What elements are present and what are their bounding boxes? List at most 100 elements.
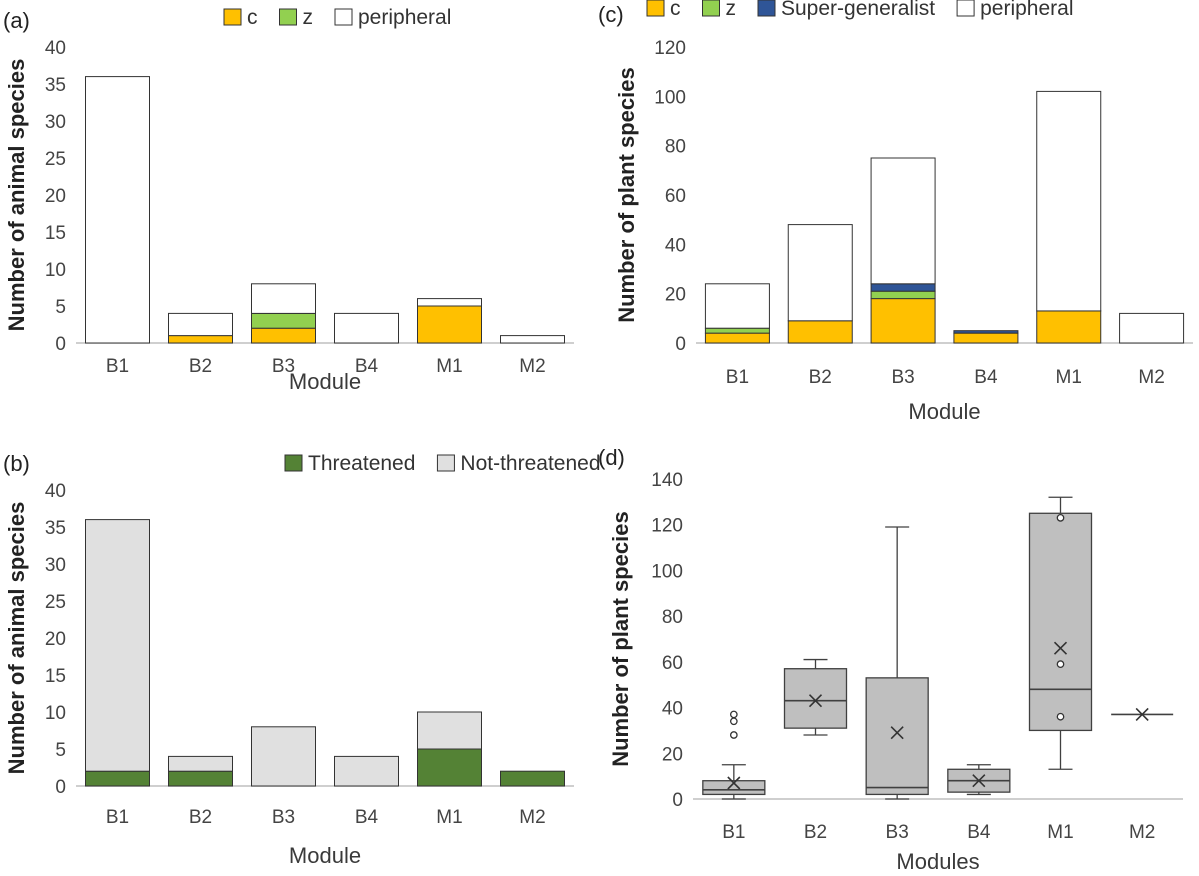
bar-segment-c (251, 327, 316, 344)
bar-segment-threatened (417, 748, 482, 787)
y-tick-label: 100 (651, 561, 683, 582)
legend-label: z (303, 6, 314, 29)
x-tick-label: M2 (519, 356, 545, 377)
bar-segment-c (870, 298, 936, 344)
legend-swatch (223, 8, 242, 26)
legend-swatch (757, 0, 776, 17)
x-tick-label: B3 (272, 356, 295, 377)
legend-swatch (956, 0, 975, 17)
x-tick-label: B3 (891, 367, 914, 388)
y-axis-title: Number of animal species (4, 59, 29, 332)
chart-panel-3: (b) 0 5 10 15 20 25 30 35 40 B1 B2 B3 B4 M1 M2 Module Num… (3, 451, 601, 868)
legend-label: z (726, 0, 737, 20)
box-mean-marker (972, 774, 986, 788)
box-mean-marker (808, 694, 823, 708)
x-tick-label: B1 (722, 822, 745, 843)
y-axis-title: Number of plant species (608, 511, 633, 767)
bar-segment-z (251, 312, 316, 329)
y-axis-title: Number of plant species (614, 67, 639, 323)
bar-segment-c (787, 320, 853, 344)
x-tick-label: M1 (1047, 822, 1073, 843)
legend-swatch (646, 0, 665, 17)
y-tick-label: 40 (45, 38, 66, 59)
bar-segment-c (953, 332, 1019, 344)
x-tick-label: B2 (804, 822, 827, 843)
panel-label: (d) (598, 445, 625, 470)
box-outlier-point (1056, 514, 1065, 522)
x-tick-label: M2 (519, 807, 545, 828)
y-tick-label: 20 (662, 744, 683, 765)
x-tick-label: B1 (726, 367, 749, 388)
bar-segment-peripheral (251, 283, 316, 314)
bar-segment-peripheral (85, 76, 150, 344)
legend-label: peripheral (358, 6, 451, 29)
legend-label: c (670, 0, 681, 20)
bar-segment-peripheral (787, 224, 853, 322)
bar-segment-peripheral (417, 298, 482, 307)
legend-swatch (334, 8, 353, 26)
panel-label: (c) (598, 2, 624, 27)
x-tick-label: M1 (1056, 367, 1082, 388)
x-tick-label: B3 (272, 807, 295, 828)
x-tick-label: B4 (355, 807, 379, 828)
box-mean-marker (890, 726, 904, 740)
box-outlier-point (729, 717, 738, 726)
bar-segment-c (168, 335, 233, 344)
y-tick-label: 35 (45, 518, 66, 539)
box-iqr (783, 668, 848, 729)
x-tick-label: M1 (436, 807, 462, 828)
y-tick-label: 140 (651, 470, 683, 491)
legend-label: c (247, 6, 258, 29)
y-tick-label: 20 (45, 186, 66, 207)
legend-swatch (284, 454, 303, 472)
x-tick-label: B2 (189, 356, 212, 377)
bar-segment-z (704, 327, 770, 334)
box-outlier-point (1056, 660, 1065, 668)
y-axis-title: Number of animal species (4, 502, 29, 775)
bar-segment-not-threatened (251, 726, 316, 787)
y-tick-label: 40 (665, 235, 686, 256)
y-tick-label: 35 (45, 75, 66, 96)
bar-segment-threatened (168, 770, 233, 787)
y-tick-label: 0 (55, 777, 66, 798)
y-tick-label: 10 (45, 260, 66, 281)
bar-segment-c (417, 305, 482, 344)
chart-panel-1: (a) 0 5 10 15 20 25 30 35 40 B1 B2 B3 B4 M1 M2 Module Num… (3, 6, 574, 394)
y-tick-label: 60 (665, 186, 686, 207)
bar-segment-threatened (500, 770, 565, 787)
y-tick-label: 0 (55, 334, 66, 355)
bar-segment-not-threatened (417, 711, 482, 750)
x-axis-title: Module (908, 399, 980, 424)
x-tick-label: B2 (809, 367, 832, 388)
legend-label: Threatened (308, 452, 415, 475)
box-mean-marker (1053, 641, 1068, 655)
x-tick-label: B4 (974, 367, 998, 388)
chart-panel-4: (d) 0 20 40 60 80 100 120 140 B1 B2 B3 B4 M1 M2 Modules… (598, 445, 1183, 874)
y-tick-label: 15 (45, 666, 66, 687)
box-outlier-point (729, 710, 738, 719)
bar-segment-peripheral (704, 283, 770, 329)
y-tick-label: 40 (45, 481, 66, 502)
box-mean-marker (1135, 707, 1149, 721)
x-tick-label: B2 (189, 807, 212, 828)
y-tick-label: 20 (45, 629, 66, 650)
y-tick-label: 60 (662, 653, 683, 674)
legend-swatch (279, 8, 297, 26)
panel-label: (b) (3, 451, 30, 476)
legend-label: Super-generalist (781, 0, 935, 20)
y-tick-label: 20 (665, 285, 686, 306)
x-tick-label: B4 (355, 356, 379, 377)
y-tick-label: 80 (662, 607, 683, 628)
y-tick-label: 25 (45, 592, 66, 613)
x-tick-label: M2 (1129, 822, 1155, 843)
bar-segment-c (1036, 310, 1102, 344)
legend-label: peripheral (980, 0, 1073, 20)
bar-segment-peripheral (334, 312, 399, 344)
box-iqr (1028, 512, 1093, 732)
legend-swatch (702, 0, 720, 17)
x-tick-label: B3 (886, 822, 909, 843)
x-tick-label: M1 (436, 356, 462, 377)
bar-segment-peripheral (1119, 312, 1185, 344)
legend-swatch (436, 454, 455, 472)
